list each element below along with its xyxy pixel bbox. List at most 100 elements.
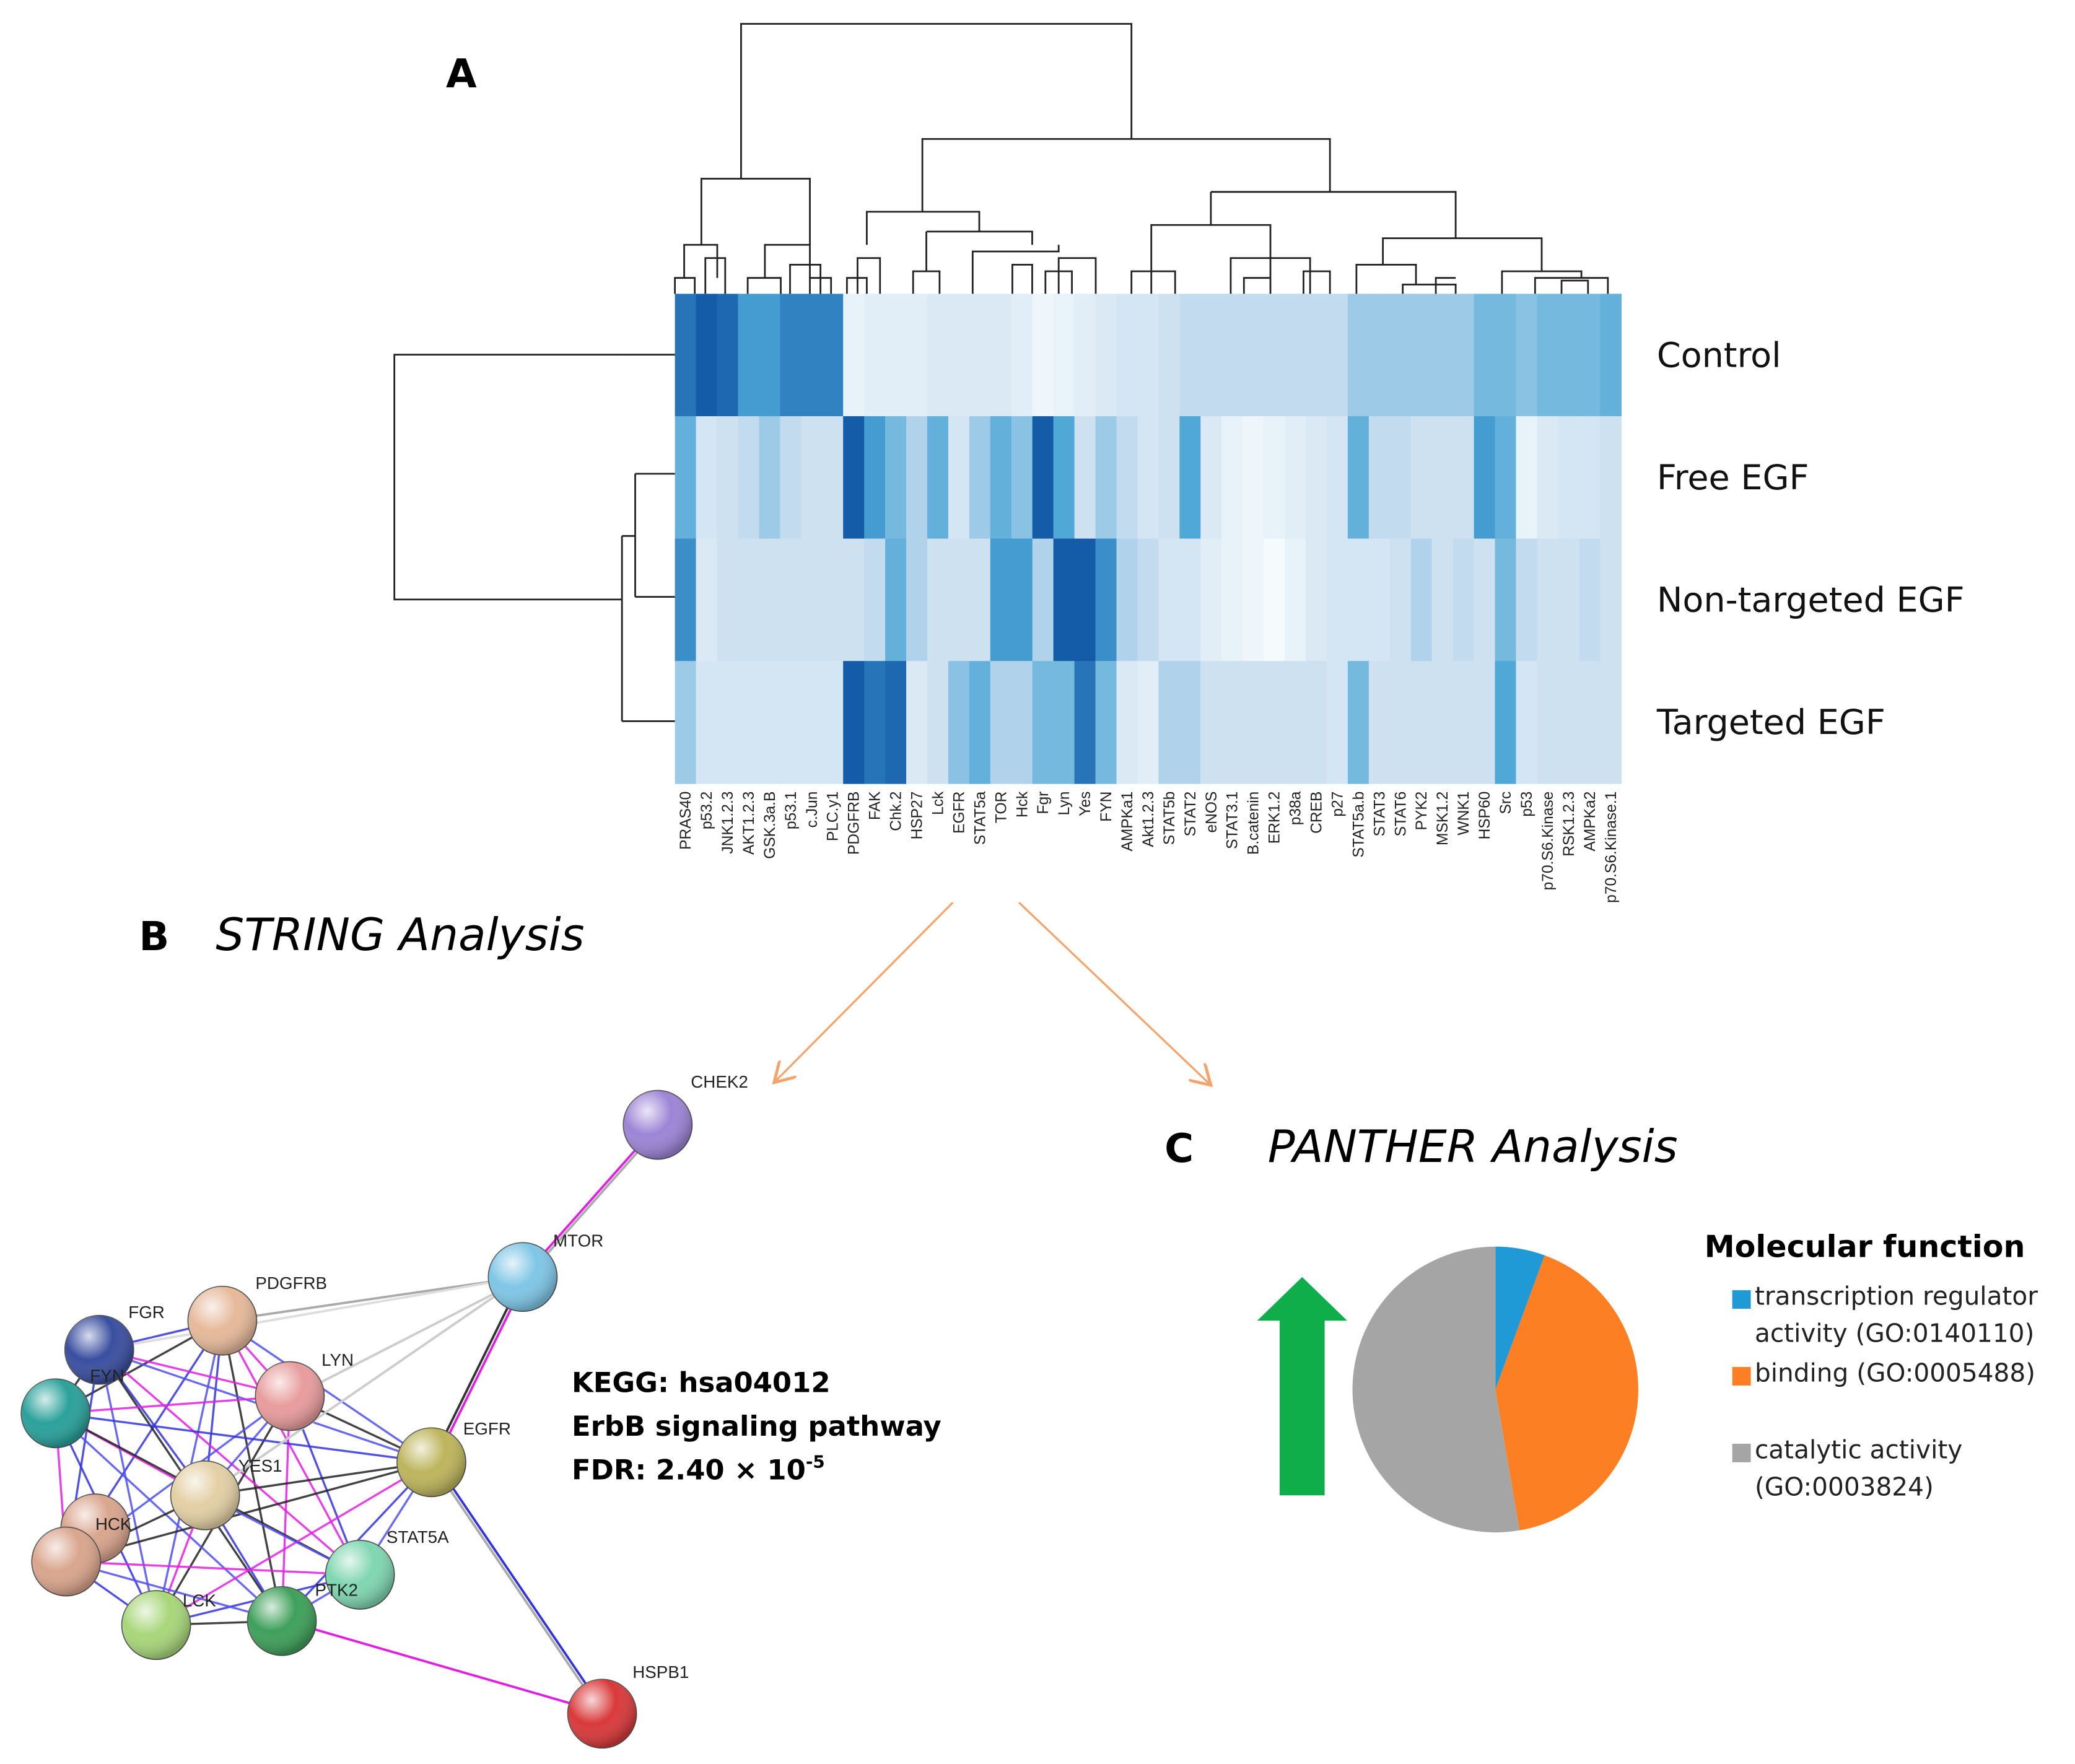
heatmap-cell <box>1452 294 1475 417</box>
heatmap-cell <box>675 416 697 539</box>
heatmap-cell <box>1600 416 1622 539</box>
heatmap-cell <box>1495 416 1517 539</box>
heatmap-cell <box>801 416 823 539</box>
heatmap-cell <box>1368 538 1391 662</box>
column-label: B.catenin <box>1246 792 1262 855</box>
heatmap-cell <box>1285 661 1306 784</box>
heatmap-cell <box>717 538 739 662</box>
heatmap-cell <box>969 661 991 784</box>
panel-label: A <box>446 51 477 97</box>
heatmap-cell <box>885 416 907 539</box>
edge <box>55 1412 283 1622</box>
heatmap-cell <box>948 538 970 662</box>
heatmap-cell <box>927 538 949 662</box>
node-shine <box>255 1361 325 1431</box>
heatmap-cell <box>1032 661 1054 784</box>
heatmap-cell <box>1516 294 1538 417</box>
heatmap-cell <box>1243 661 1264 784</box>
heatmap-cell <box>1410 294 1433 417</box>
legend-swatch <box>1732 1443 1751 1462</box>
heatmap-cell <box>1032 294 1054 417</box>
heatmap-cell <box>1389 294 1412 417</box>
heatmap-cell <box>843 294 865 417</box>
node-label: PTK2 <box>315 1581 357 1600</box>
edge <box>55 1412 432 1464</box>
heatmap-cell <box>948 416 970 539</box>
heatmap-cell <box>780 538 802 662</box>
heatmap-cell <box>1431 538 1454 662</box>
heatmap-cell <box>1032 538 1054 662</box>
heatmap-cell <box>885 538 907 662</box>
heatmap-cell <box>864 416 886 539</box>
column-label: PDGFRB <box>846 792 863 855</box>
column-label: HSP27 <box>909 792 926 840</box>
heatmap-cell <box>1516 416 1538 539</box>
heatmap-cell <box>1285 416 1306 539</box>
heatmap-cell <box>1410 538 1433 662</box>
legend-entry: transcription regulator activity (GO:014… <box>1754 1282 2038 1349</box>
heatmap-cell <box>675 661 697 784</box>
heatmap-cell <box>1074 538 1096 662</box>
edge <box>98 1349 157 1625</box>
heatmap-cell <box>1600 538 1622 662</box>
edge <box>281 1395 291 1622</box>
heatmap-cell <box>885 294 907 417</box>
heatmap-cell <box>1326 416 1348 539</box>
annotation-text: FDR: 2.40 × 10 <box>572 1454 806 1487</box>
heatmap-cell <box>1200 416 1223 539</box>
heatmap-cell <box>1495 294 1517 417</box>
heatmap-cell <box>1243 294 1264 417</box>
column-label: AKT1.2.3 <box>741 792 758 855</box>
edge <box>285 1620 607 1715</box>
heatmap-cell <box>1158 538 1181 662</box>
heatmap-cell <box>864 294 886 417</box>
column-label: STAT5a <box>972 791 989 845</box>
column-label: EGFR <box>951 792 968 834</box>
heatmap-cell <box>1537 661 1559 784</box>
node-shine <box>170 1461 240 1530</box>
heatmap-cell <box>1558 661 1580 784</box>
heatmap-cell <box>990 294 1012 417</box>
heatmap-cell <box>1011 416 1033 539</box>
heatmap-cell <box>1221 538 1244 662</box>
panel-label: C <box>1164 1126 1194 1172</box>
heatmap-cell <box>1305 538 1327 662</box>
heatmap-cell <box>1137 294 1160 417</box>
heatmap-cell <box>1116 661 1138 784</box>
heatmap-cell <box>1053 538 1075 662</box>
heatmap-cell <box>1200 538 1223 662</box>
row-label: Targeted EGF <box>1656 702 1885 743</box>
node-label: HSPB1 <box>632 1662 689 1682</box>
heatmap-cell <box>1179 661 1202 784</box>
column-label: RSK1.2.3 <box>1561 792 1578 857</box>
heatmap-cell <box>1431 661 1454 784</box>
node-label: HCK <box>95 1514 132 1534</box>
heatmap-cell <box>927 661 949 784</box>
heatmap-cell <box>822 661 844 784</box>
edge <box>155 1461 432 1626</box>
heatmap-cell <box>969 294 991 417</box>
column-label: AMPKa1 <box>1119 792 1136 852</box>
node-shine <box>623 1090 692 1159</box>
heatmap-cell <box>1431 294 1454 417</box>
column-label: p70.S6.Kinase.1 <box>1603 792 1620 903</box>
column-label: PLC.y1 <box>825 792 842 842</box>
column-label: GSK.3a.B <box>762 792 779 859</box>
heatmap-cell <box>1495 661 1517 784</box>
heatmap-cell <box>1179 294 1202 417</box>
heatmap-cell <box>969 416 991 539</box>
heatmap-cell <box>1474 416 1496 539</box>
panel-title: PANTHER Analysis <box>1268 1121 1678 1173</box>
heatmap-cell <box>1452 538 1475 662</box>
heatmap-cell <box>801 538 823 662</box>
heatmap-cell <box>1200 661 1223 784</box>
column-label: eNOS <box>1204 792 1220 833</box>
heatmap-cell <box>1221 294 1244 417</box>
legend-entry: catalytic activity (GO:0003824) <box>1755 1436 1962 1502</box>
pie-slice <box>1495 1246 1545 1390</box>
legend-label: transcription regulator activity (GO:014… <box>1754 1282 2038 1349</box>
column-label: p53.2 <box>699 792 715 829</box>
heatmap-cell <box>1053 416 1075 539</box>
node-label: STAT5A <box>387 1527 449 1547</box>
